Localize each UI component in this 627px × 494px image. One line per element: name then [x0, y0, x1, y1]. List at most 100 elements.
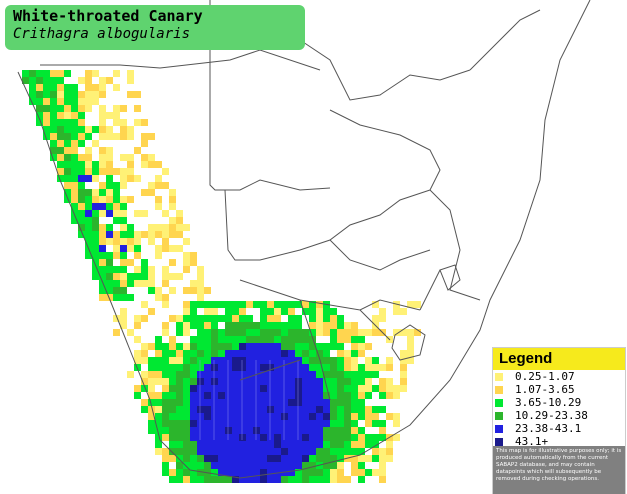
atlas-cell [386, 455, 393, 462]
atlas-cell [337, 413, 344, 420]
atlas-cell [183, 364, 190, 371]
atlas-cell [309, 329, 316, 336]
atlas-cell [358, 413, 365, 420]
atlas-cell [302, 350, 309, 357]
atlas-cell [29, 77, 36, 84]
atlas-cell [197, 273, 204, 280]
legend-label: 10.29-23.38 [515, 409, 588, 422]
atlas-cell [316, 406, 323, 413]
atlas-cell [57, 140, 64, 147]
atlas-cell [225, 315, 232, 322]
atlas-cell [183, 441, 190, 448]
atlas-cell [218, 343, 225, 350]
atlas-cell [302, 469, 309, 476]
atlas-cell [57, 119, 64, 126]
limpopo-border [329, 239, 431, 271]
atlas-cell [379, 364, 386, 371]
atlas-cell [106, 252, 113, 259]
atlas-cell [281, 413, 288, 420]
atlas-cell [78, 168, 85, 175]
atlas-cell [309, 455, 316, 462]
atlas-cell [169, 350, 176, 357]
atlas-cell [232, 301, 239, 308]
atlas-cell [36, 98, 43, 105]
atlas-cell [337, 336, 344, 343]
atlas-cell [99, 126, 106, 133]
atlas-cell [288, 343, 295, 350]
atlas-cell [148, 154, 155, 161]
mozambique-border [429, 189, 481, 301]
atlas-cell [183, 455, 190, 462]
atlas-cell [274, 399, 281, 406]
atlas-cell [281, 420, 288, 427]
atlas-cell [169, 434, 176, 441]
atlas-cell [267, 427, 274, 434]
atlas-cell [155, 182, 162, 189]
atlas-cell [218, 413, 225, 420]
atlas-cell [148, 182, 155, 189]
atlas-cell [232, 336, 239, 343]
atlas-cell [162, 469, 169, 476]
atlas-cell [204, 462, 211, 469]
atlas-cell [169, 476, 176, 483]
atlas-cell [351, 371, 358, 378]
atlas-cell [358, 329, 365, 336]
atlas-cell [267, 462, 274, 469]
atlas-cell [232, 371, 239, 378]
atlas-cell [78, 98, 85, 105]
atlas-cell [155, 336, 162, 343]
atlas-cell [288, 371, 295, 378]
atlas-cell [253, 455, 260, 462]
atlas-cell [309, 322, 316, 329]
atlas-cell [78, 119, 85, 126]
atlas-cell [351, 322, 358, 329]
atlas-cell [288, 315, 295, 322]
atlas-cell [239, 448, 246, 455]
atlas-cell [85, 238, 92, 245]
atlas-cell [106, 161, 113, 168]
atlas-cell [274, 476, 281, 483]
atlas-cell [232, 329, 239, 336]
atlas-cell [253, 322, 260, 329]
atlas-cell [155, 252, 162, 259]
atlas-cell [351, 329, 358, 336]
atlas-cell [330, 427, 337, 434]
atlas-cell [176, 469, 183, 476]
atlas-cell [183, 224, 190, 231]
atlas-cell [176, 217, 183, 224]
atlas-cell [330, 322, 337, 329]
atlas-cell [309, 392, 316, 399]
atlas-cell [358, 336, 365, 343]
atlas-cell [239, 434, 246, 441]
atlas-cell [78, 189, 85, 196]
atlas-cell [57, 70, 64, 77]
atlas-cell [274, 427, 281, 434]
atlas-cell [169, 273, 176, 280]
atlas-cell [85, 168, 92, 175]
atlas-cell [351, 350, 358, 357]
atlas-cell [141, 385, 148, 392]
atlas-cell [211, 336, 218, 343]
atlas-cell [365, 371, 372, 378]
atlas-cell [113, 294, 120, 301]
atlas-cell [267, 336, 274, 343]
atlas-cell [274, 378, 281, 385]
atlas-cell [211, 301, 218, 308]
atlas-cell [78, 126, 85, 133]
atlas-cell [267, 420, 274, 427]
atlas-cell [260, 469, 267, 476]
atlas-cell [372, 469, 379, 476]
atlas-cell [281, 455, 288, 462]
atlas-cell [239, 399, 246, 406]
atlas-cell [260, 343, 267, 350]
atlas-cell [92, 203, 99, 210]
atlas-cell [29, 91, 36, 98]
atlas-cell [281, 434, 288, 441]
atlas-cell [344, 329, 351, 336]
atlas-cell [169, 189, 176, 196]
atlas-cell [92, 196, 99, 203]
atlas-cell [204, 448, 211, 455]
atlas-cell [351, 434, 358, 441]
atlas-cell [169, 196, 176, 203]
atlas-cell [246, 399, 253, 406]
